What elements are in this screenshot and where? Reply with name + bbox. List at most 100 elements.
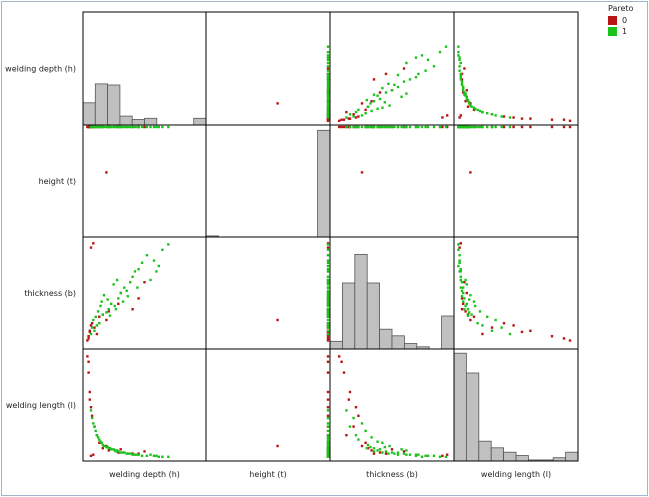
point-0-2-s0-6 [357,115,360,118]
point-2-3-s0-9 [472,315,476,318]
point-2-0-s1-17 [145,254,149,257]
point-0-2-s1-38 [370,109,373,113]
legend: Pareto 0 1 [608,4,633,37]
point-0-1-s1-39 [326,92,330,95]
panel-border-2-1 [205,236,331,350]
point-3-0-s1-25 [94,429,97,433]
histogram-bar-0-0 [82,102,96,126]
point-2-0-s0-14 [137,297,140,300]
point-3-1-s1-22 [326,409,330,412]
point-1-2-s1-35 [376,125,379,129]
point-3-1-s0-18 [276,444,279,448]
point-0-3-s0-11 [464,100,467,103]
point-1-2-s1-13 [408,125,412,129]
point-2-3-s1-13 [459,275,462,278]
histogram-bar-3-4 [503,451,517,462]
point-1-2-s1-32 [396,125,400,129]
point-0-2-s1-10 [396,85,400,89]
point-0-3-s0-17 [465,89,468,92]
point-0-2-s1-9 [390,89,394,92]
point-3-2-s1-11 [393,452,396,455]
point-0-1-s1-31 [326,82,330,85]
point-3-0-s1-0 [93,425,96,428]
point-2-3-s1-7 [464,304,467,308]
point-0-1-s0-19 [326,67,330,70]
point-0-2-s1-37 [365,98,368,102]
point-2-3-s1-39 [464,278,467,282]
point-0-2-s1-6 [378,97,382,101]
point-3-0-s1-21 [167,455,170,458]
point-2-0-s1-35 [99,304,102,308]
point-0-3-s0-18 [469,102,472,105]
point-2-3-s1-22 [508,332,512,336]
point-0-3-s0-4 [520,117,524,120]
point-2-3-s1-2 [476,322,479,325]
point-3-2-s0-6 [357,414,360,417]
point-3-1-s1-39 [326,449,330,452]
point-3-0-s1-38 [96,436,100,439]
point-2-3-s0-19 [463,281,466,284]
point-2-0-s0-5 [87,337,90,340]
point-3-2-s1-8 [384,450,388,453]
point-2-3-s1-33 [458,259,461,262]
point-1-2-s1-16 [424,125,427,129]
point-3-2-s1-12 [402,452,406,455]
point-1-0-s1-18 [149,125,152,129]
point-2-3-s1-9 [462,291,465,295]
point-0-2-s1-3 [366,105,370,108]
point-2-1-s1-30 [326,300,330,303]
point-2-0-s1-8 [117,297,120,300]
point-2-0-s0-11 [107,310,110,313]
point-2-1-s1-33 [326,259,330,262]
point-3-1-s1-2 [326,438,330,441]
point-0-2-s0-14 [384,72,388,76]
point-1-3-s1-27 [469,125,472,129]
point-0-2-s1-31 [387,82,390,85]
legend-swatch-1 [608,27,617,36]
point-2-0-s1-39 [115,278,119,282]
point-0-1-s1-35 [326,107,330,110]
point-3-1-s0-0 [326,355,330,358]
point-3-2-s0-5 [340,360,343,363]
point-0-3-s0-6 [502,115,506,118]
point-2-0-s0-16 [89,246,93,249]
point-0-3-s1-25 [486,112,489,115]
point-2-0-s1-12 [129,281,132,284]
point-1-3-s0-4 [520,125,524,129]
point-0-3-s1-30 [462,86,465,90]
point-3-2-s0-3 [354,406,358,409]
point-2-3-s1-1 [481,324,484,327]
point-1-0-s1-25 [94,125,97,129]
point-2-3-s1-17 [458,254,461,257]
point-0-1-s1-30 [326,86,330,90]
point-1-3-s1-1 [481,125,484,129]
point-3-2-s1-26 [381,441,384,444]
point-2-0-s1-36 [106,298,109,301]
point-2-0-s1-5 [107,308,110,311]
point-1-3-s1-34 [457,125,460,129]
point-2-0-s1-11 [125,289,128,292]
histogram-bar-2-1 [341,282,356,350]
point-2-1-s1-24 [326,318,330,322]
point-0-2-s1-22 [345,116,348,119]
point-2-1-s1-12 [326,281,330,284]
point-3-2-s0-17 [390,448,394,451]
point-3-0-s0-11 [107,449,110,452]
point-0-3-s1-35 [474,107,477,110]
point-0-3-s1-2 [476,108,479,112]
point-0-2-s1-27 [388,104,391,107]
histogram-bar-2-4 [379,328,393,350]
point-0-3-s1-18 [459,61,462,65]
point-2-1-s1-2 [326,322,330,325]
point-1-2-s0-0 [338,125,341,129]
point-1-2-s1-12 [402,125,406,129]
point-0-1-s1-20 [326,50,330,54]
point-2-3-s0-1 [550,335,554,338]
point-0-3-s0-0 [568,119,572,122]
point-3-2-s0-15 [446,453,449,456]
panel-border-0-3 [453,11,579,126]
point-3-2-s1-10 [396,451,400,454]
point-2-0-s1-32 [136,286,139,289]
point-0-3-s1-34 [457,54,460,57]
histogram-bar-0-5 [144,117,158,126]
